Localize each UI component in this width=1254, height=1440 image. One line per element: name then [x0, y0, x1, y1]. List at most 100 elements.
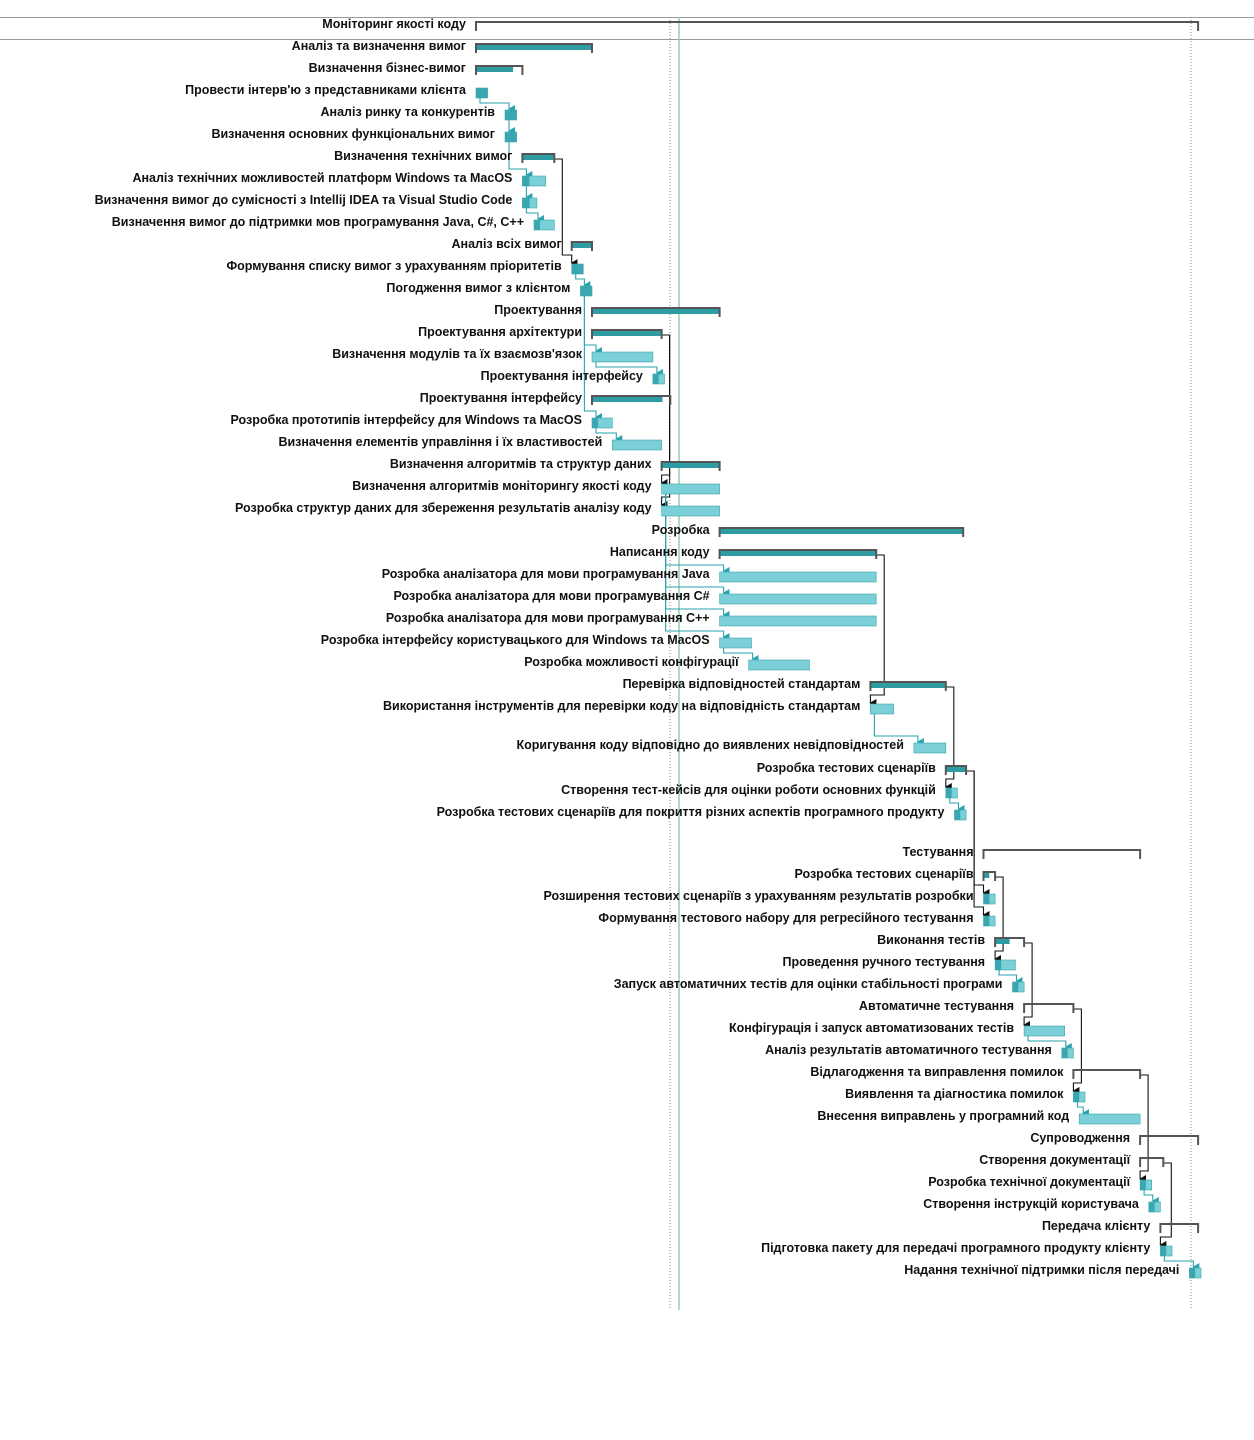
task-label: Проектування інтерфейсу: [480, 369, 643, 383]
task-label: Визначення модулів та їх взаємозв'язок: [332, 347, 582, 361]
dependency-link: [1076, 1102, 1090, 1117]
summary-progress-bar: [476, 66, 514, 72]
task-progress-bar: [505, 110, 517, 120]
task-bar: [719, 615, 877, 627]
summary-task-label: Супроводження: [1030, 1131, 1131, 1145]
task-label: Аналіз ринку та конкурентів: [320, 105, 495, 119]
task-progress-bar: [522, 198, 530, 208]
task-label: Розширення тестових сценаріїв з урахуван…: [543, 889, 974, 903]
task-label: Аналіз технічних можливостей платформ Wi…: [132, 171, 513, 185]
task-label: Створення інструкцій користувача: [923, 1197, 1139, 1211]
dependency-link: [479, 98, 515, 113]
dependency-link: [873, 714, 924, 746]
summary-task-label: Передача клієнту: [1041, 1219, 1151, 1233]
task-bar: [611, 439, 662, 451]
task-label: Формування тестового набору для регресій…: [598, 911, 974, 925]
dependency-link: [583, 296, 602, 355]
task-label: Визначення алгоритмів моніторингу якості…: [352, 479, 652, 493]
dependency-link: [994, 876, 1004, 963]
header-bottom-border: [0, 39, 1254, 40]
dependency-link: [595, 428, 623, 443]
task-label: Визначення основних функціональних вимог: [211, 127, 495, 141]
summary-task-label: Автоматичне тестування: [858, 999, 1015, 1013]
task-progress-bar: [1140, 1180, 1146, 1190]
task-label: Погодження вимог з клієнтом: [386, 281, 571, 295]
dependency-link: [1163, 1256, 1200, 1271]
task-label: Розробка аналізатора для мови програмува…: [381, 567, 710, 581]
summary-progress-bar: [719, 528, 964, 534]
task-label: Розробка аналізатора для мови програмува…: [393, 589, 710, 603]
dependency-link: [525, 208, 544, 223]
dependency-link: [1159, 1162, 1172, 1249]
dependency-link: [660, 334, 671, 509]
task-progress-bar: [1073, 1092, 1080, 1102]
task-label: Створення тест-кейсів для оцінки роботи …: [561, 783, 936, 797]
task-progress-bar: [954, 810, 961, 820]
task-bar: [1078, 1113, 1141, 1125]
summary-task-label: Написання коду: [609, 545, 710, 559]
task-progress-bar: [522, 176, 530, 186]
task-label: Визначення елементів управління і їх вла…: [278, 435, 603, 449]
summary-task-label: Перевірка відповідностей стандартам: [622, 677, 861, 691]
task-bar: [748, 659, 810, 671]
dependency-link: [575, 274, 591, 289]
summary-task-label: Розробка тестових сценаріїв: [794, 867, 974, 881]
dependency-link: [1139, 1074, 1149, 1183]
task-progress-bar: [1148, 1202, 1155, 1212]
dependency-link: [998, 970, 1023, 985]
task-progress-bar: [1061, 1048, 1068, 1058]
dependency-link: [583, 296, 602, 421]
dependency-link: [944, 686, 955, 791]
task-progress-bar: [505, 132, 517, 142]
task-progress-bar: [571, 264, 584, 274]
task-label: Розробка можливості конфігурації: [524, 655, 739, 669]
task-progress-bar: [983, 894, 990, 904]
summary-task-label: Визначення технічних вимог: [334, 149, 513, 163]
summary-task-label: Аналіз та визначення вимог: [291, 39, 466, 53]
task-label: Надання технічної підтримки після переда…: [904, 1263, 1180, 1277]
dependency-link: [949, 798, 965, 813]
task-bar: [661, 483, 720, 495]
task-label: Підготовка пакету для передачі програмно…: [761, 1241, 1151, 1255]
task-bar: [719, 593, 877, 605]
task-label: Розробка технічної документації: [928, 1175, 1131, 1189]
task-bar: [913, 742, 947, 754]
dependency-link: [554, 158, 578, 267]
summary-task-label: Розробка: [651, 523, 710, 537]
task-progress-bar: [476, 88, 488, 98]
dependency-link: [595, 362, 663, 377]
dependency-link: [665, 494, 730, 641]
task-label: Використання інструментів для перевірки …: [383, 699, 861, 713]
task-label: Розробка прототипів інтерфейсу для Windo…: [230, 413, 582, 427]
summary-progress-bar: [995, 938, 1010, 944]
task-progress-bar: [652, 374, 659, 384]
task-label: Розробка структур даних для збереження р…: [235, 501, 652, 515]
task-label: Визначення вимог до підтримки мов програ…: [111, 215, 524, 229]
task-label: Аналіз результатів автоматичного тестува…: [765, 1043, 1052, 1057]
summary-task-label: Проектування інтерфейсу: [419, 391, 582, 405]
summary-progress-bar: [592, 308, 720, 314]
summary-progress-bar: [983, 872, 990, 878]
task-bar: [591, 351, 654, 363]
task-label: Визначення вимог до сумісності з Intelli…: [94, 193, 513, 207]
summary-progress-bar: [592, 330, 662, 336]
summary-progress-bar: [661, 462, 720, 468]
summary-task-label: Проектування: [494, 303, 582, 317]
task-label: Запуск автоматичних тестів для оцінки ст…: [613, 977, 1003, 991]
task-progress-bar: [983, 916, 990, 926]
task-progress-bar: [1160, 1246, 1167, 1256]
task-label: Провести інтерв'ю з представниками клієн…: [185, 83, 466, 97]
summary-task-label: Відлагодження та виправлення помилок: [810, 1065, 1064, 1079]
summary-progress-bar: [592, 396, 663, 402]
dependency-link: [966, 770, 990, 919]
summary-progress-bar: [870, 682, 946, 688]
task-progress-bar: [534, 220, 541, 230]
dependency-link: [1027, 1036, 1072, 1051]
summary-task-label: Створення документації: [979, 1153, 1131, 1167]
task-bar: [719, 637, 752, 649]
task-label: Виявлення та діагностика помилок: [845, 1087, 1064, 1101]
dependency-link: [1023, 942, 1033, 1029]
task-progress-bar: [945, 788, 952, 798]
